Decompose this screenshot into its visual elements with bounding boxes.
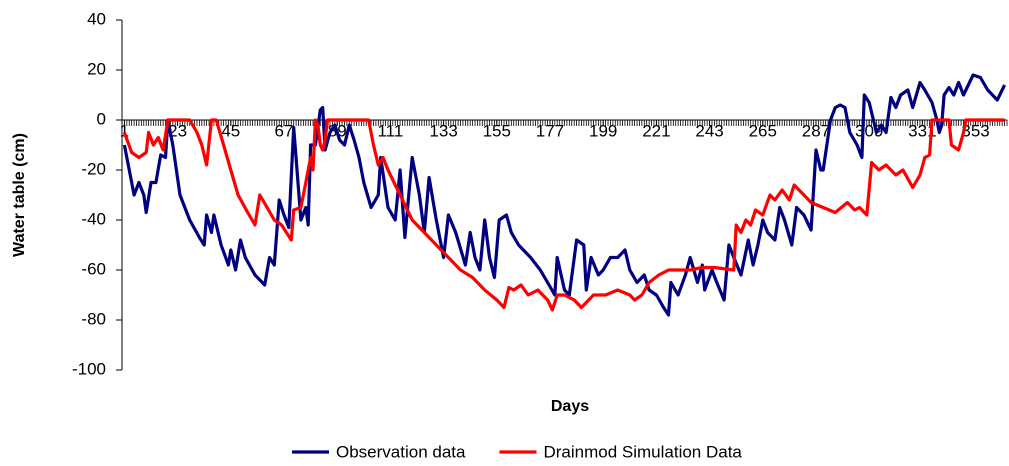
y-tick-label: 40 [87,9,106,28]
y-tick-label: 20 [87,59,106,78]
line-series [122,73,1007,317]
y-tick-label: -20 [81,159,106,178]
x-tick-label: 67 [275,121,294,140]
x-tick-label: 133 [429,121,457,140]
legend-label: Drainmod Simulation Data [543,442,742,461]
x-tick-label: 177 [536,121,564,140]
x-axis-title: Days [551,398,589,415]
x-tick-label: 155 [483,121,511,140]
x-tick-label: 111 [377,121,403,140]
x-tick-label: 353 [961,121,989,140]
y-tick-label: -40 [81,209,106,228]
x-tick-label: 23 [168,121,187,140]
x-tick-label: 45 [221,121,240,140]
legend-label: Observation data [336,442,466,461]
y-tick-label: -60 [81,259,106,278]
x-tick-label: 199 [589,121,617,140]
y-tick-label: 0 [97,109,106,128]
x-tick-label: 287 [802,121,830,140]
y-tick-label: -80 [81,309,106,328]
x-tick-label: 265 [749,121,777,140]
line-series [122,118,1005,312]
y-tick-label: -100 [72,359,106,378]
x-tick-label: 243 [695,121,723,140]
y-axis-title: Water table (cm) [11,133,28,257]
x-tick-label: 221 [642,121,670,140]
x-tick-label: 1 [120,121,129,140]
